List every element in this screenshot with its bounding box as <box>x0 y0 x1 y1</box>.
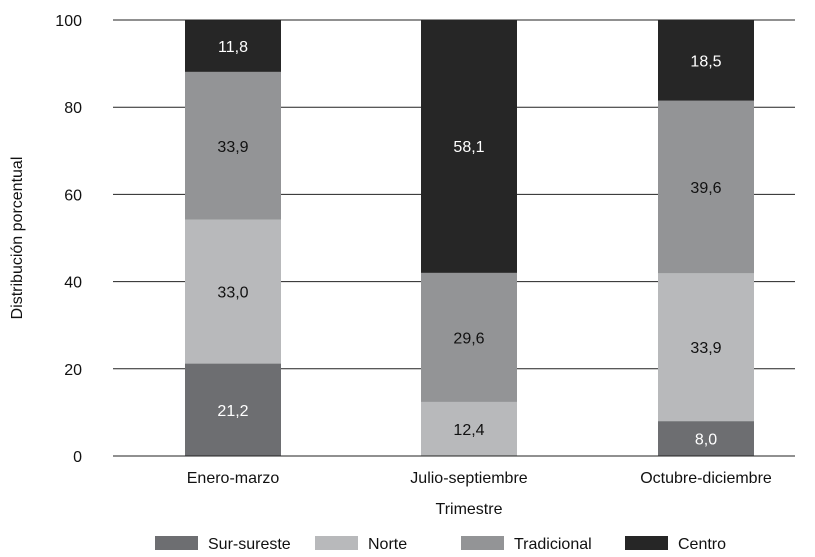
legend-label: Norte <box>368 536 407 552</box>
y-tick-label: 0 <box>73 449 82 466</box>
data-label: 29,6 <box>453 330 484 347</box>
y-tick-label: 60 <box>64 187 82 204</box>
bars <box>185 19 754 456</box>
bar-segment <box>658 421 754 456</box>
x-axis-title: Trimestre <box>436 501 503 518</box>
data-label: 11,8 <box>218 39 248 56</box>
x-tick-label: Enero-marzo <box>187 470 280 487</box>
y-axis-ticks: 0 20 40 60 80 100 <box>55 13 82 466</box>
bar-segment <box>421 401 517 456</box>
legend-label: Tradicional <box>514 536 592 552</box>
legend-label: Sur-sureste <box>208 536 291 552</box>
bar-segment <box>185 71 281 220</box>
data-label: 33,9 <box>217 139 248 156</box>
bar-segment <box>658 100 754 274</box>
legend-swatch <box>315 536 358 550</box>
data-label: 21,2 <box>217 403 248 420</box>
legend-label: Centro <box>678 536 726 552</box>
y-tick-label: 100 <box>55 13 82 30</box>
legend-swatch <box>461 536 504 550</box>
legend: Sur-sureste Norte Tradicional Centro <box>155 536 726 553</box>
bar-segment <box>185 20 281 72</box>
data-label: 33,0 <box>217 285 248 302</box>
bar-segment <box>658 20 754 101</box>
data-label: 33,9 <box>690 340 721 357</box>
data-label: 12,4 <box>453 422 484 439</box>
bar-segment <box>185 219 281 364</box>
y-tick-label: 80 <box>64 100 82 117</box>
y-tick-label: 20 <box>64 362 82 379</box>
x-tick-label: Octubre-diciembre <box>640 470 772 487</box>
data-label: 18,5 <box>690 53 721 70</box>
y-axis-title: Distribución porcentual <box>9 157 26 320</box>
y-tick-label: 40 <box>64 275 82 292</box>
data-label: 8,0 <box>695 432 717 449</box>
bar-segment <box>658 273 754 422</box>
data-labels: 21,2 33,0 33,9 11,8 12,4 29,6 58,1 8,0 33,9 39,6 1… <box>217 39 721 448</box>
x-tick-label: Julio-septiembre <box>410 470 527 487</box>
legend-swatch <box>625 536 668 550</box>
bar-segment <box>185 363 281 456</box>
legend-swatch <box>155 536 198 550</box>
bar-segment <box>421 272 517 402</box>
bar-segment <box>421 19 517 273</box>
data-label: 58,1 <box>453 139 484 156</box>
data-label: 39,6 <box>690 180 721 197</box>
x-axis-ticks: Enero-marzo Julio-septiembre Octubre-dicie… <box>187 470 772 487</box>
